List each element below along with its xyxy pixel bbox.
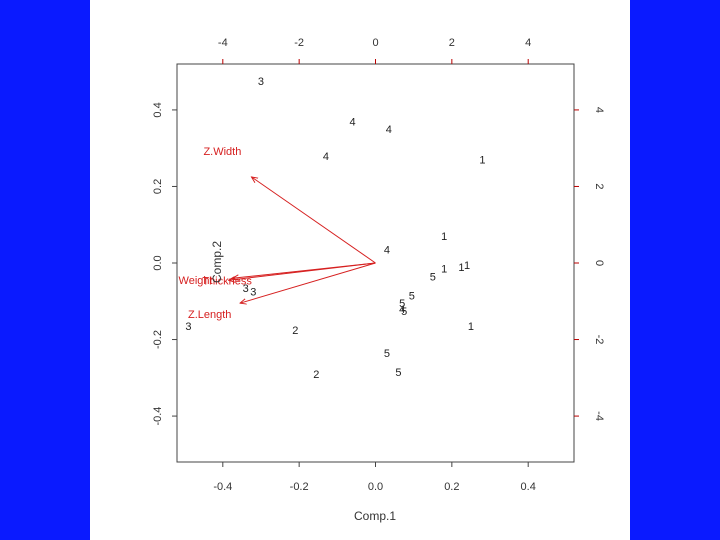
y-tick-label: 0.2 [152, 179, 164, 194]
point-label: 4 [386, 124, 392, 136]
point-label: 3 [185, 321, 191, 333]
point-label: 4 [384, 245, 390, 257]
point-label: 1 [464, 260, 470, 272]
top-tick-label: 4 [525, 37, 531, 49]
x-tick-label: -0.4 [213, 481, 232, 493]
point-label: 3 [250, 287, 256, 299]
point-label: 5 [401, 306, 407, 318]
y-tick-label: 0.0 [152, 255, 164, 270]
loading-label: Weight [179, 275, 213, 287]
y-tick-label: 0.4 [152, 102, 164, 117]
x-tick-label: -0.2 [290, 481, 309, 493]
point-label: 2 [313, 369, 319, 381]
point-label: 5 [409, 291, 415, 303]
loading-label: Z.Width [203, 146, 241, 158]
right-tick-label: 4 [593, 107, 605, 113]
slide: -0.4 -0.2 0.0 0.2 0.4 -0.4 -0.2 0.0 0.2 0.4 -4 -2 0 2… [90, 0, 630, 540]
loading-arrow [251, 177, 376, 264]
point-label: 1 [458, 262, 464, 274]
y-tick-label: -0.2 [152, 330, 164, 349]
right-tick-label: -2 [593, 335, 605, 345]
loading-label: Z.Length [188, 309, 231, 321]
right-tick-label: 0 [593, 260, 605, 266]
loading-arrow [232, 262, 376, 278]
x-tick-label: 0.0 [368, 481, 383, 493]
point-label: 1 [479, 155, 485, 167]
x-axis-label: Comp.1 [354, 509, 396, 523]
right-tick-label: -4 [593, 411, 605, 421]
right-tick-label: 2 [593, 183, 605, 189]
top-tick-label: 0 [372, 37, 378, 49]
point-label: 1 [441, 231, 447, 243]
y-tick-label: -0.4 [152, 407, 164, 426]
top-tick-label: 2 [449, 37, 455, 49]
point-label: 5 [384, 348, 390, 360]
point-label: 1 [441, 264, 447, 276]
top-tick-label: -2 [294, 37, 304, 49]
x-tick-label: 0.2 [444, 481, 459, 493]
point-label: 2 [292, 325, 298, 337]
biplot-chart: -0.4 -0.2 0.0 0.2 0.4 -0.4 -0.2 0.0 0.2 0.4 -4 -2 0 2… [152, 37, 605, 523]
loading-arrow [240, 262, 376, 303]
point-label: 4 [323, 151, 329, 163]
point-label: 3 [258, 76, 264, 88]
top-tick-label: -4 [218, 37, 228, 49]
point-label: 5 [395, 367, 401, 379]
point-label: 4 [350, 116, 356, 128]
point-label: 5 [399, 298, 405, 310]
x-tick-label: 0.4 [521, 481, 536, 493]
point-label: 4 [399, 304, 405, 316]
point-label: 5 [430, 271, 436, 283]
y-axis-label: Comp.2 [210, 241, 224, 283]
loading-label: Thickness [202, 275, 252, 287]
point-label: 3 [243, 283, 249, 295]
axes: -0.4 -0.2 0.0 0.2 0.4 -0.4 -0.2 0.0 0.2 0.4 -4 -2 0 2… [152, 37, 605, 493]
point-label: 1 [468, 321, 474, 333]
